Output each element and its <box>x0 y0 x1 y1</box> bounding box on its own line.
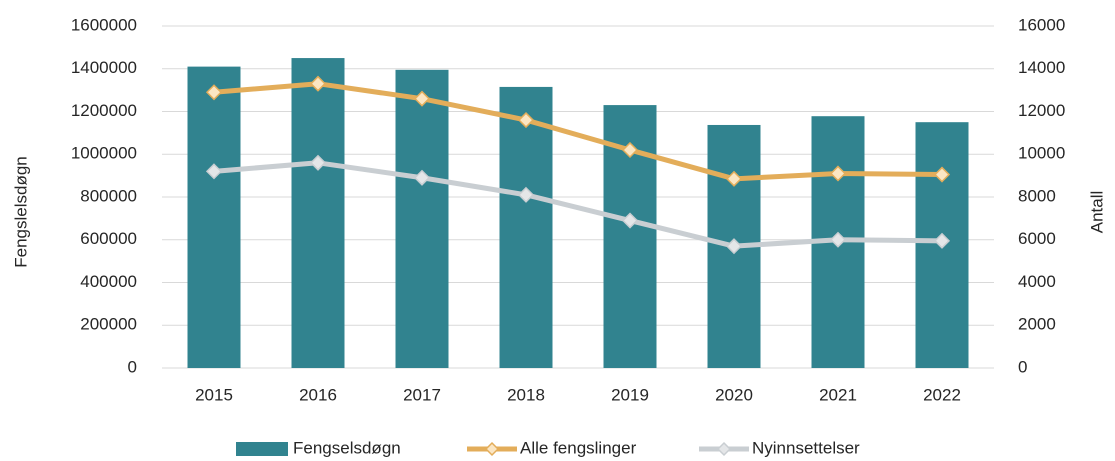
y-tick-label: 1000000 <box>71 144 137 163</box>
x-tick-label: 2019 <box>611 385 649 404</box>
x-tick-label: 2020 <box>715 385 753 404</box>
marker <box>309 154 327 171</box>
marker <box>829 165 847 182</box>
marker <box>517 111 535 129</box>
line <box>213 160 943 249</box>
marker <box>517 186 535 203</box>
y2-tick-label: 10000 <box>1018 144 1065 163</box>
y-tick-label: 400000 <box>80 272 137 291</box>
marker <box>725 238 743 255</box>
y2-tick-label: 2000 <box>1018 315 1056 334</box>
x-tick-label: 2018 <box>507 385 545 404</box>
bar <box>395 69 449 368</box>
marker <box>933 232 951 249</box>
marker <box>309 75 327 92</box>
y2-tick-label: 6000 <box>1018 229 1056 248</box>
marker <box>413 90 431 107</box>
y-tick-label: 1200000 <box>71 101 137 120</box>
x-tick-label: 2022 <box>923 385 961 404</box>
marker <box>621 141 639 159</box>
x-tick-label: 2017 <box>403 385 441 404</box>
bar <box>499 86 553 368</box>
y2-tick-label: 4000 <box>1018 272 1056 291</box>
x-tick-label: 2021 <box>819 385 857 404</box>
y-tick-label: 1400000 <box>71 58 137 77</box>
bar <box>291 58 345 368</box>
legend-swatch <box>236 442 288 456</box>
y2-tick-label: 16000 <box>1018 15 1065 34</box>
y-axis-title: Fengslelsdøgn <box>11 156 30 268</box>
bar <box>187 66 241 369</box>
y-tick-label: 800000 <box>80 186 137 205</box>
marker <box>933 166 951 183</box>
y2-tick-label: 14000 <box>1018 58 1065 77</box>
legend-marker <box>716 441 732 457</box>
legend-label: Nyinnsettelser <box>752 438 860 457</box>
y-tick-label: 1600000 <box>71 15 137 34</box>
y2-tick-label: 12000 <box>1018 101 1065 120</box>
y-tick-label: 0 <box>128 357 137 376</box>
marker <box>413 169 431 186</box>
line <box>213 81 943 182</box>
x-tick-label: 2016 <box>299 385 337 404</box>
marker <box>205 163 223 180</box>
y-tick-label: 200000 <box>80 315 137 334</box>
marker <box>205 84 223 101</box>
marker <box>829 231 847 248</box>
legend-label: Fengselsdøgn <box>293 438 401 457</box>
marker <box>621 212 639 229</box>
legend-marker <box>484 441 500 457</box>
marker <box>725 170 743 187</box>
y-tick-label: 600000 <box>80 229 137 248</box>
legend-label: Alle fengslinger <box>520 438 637 457</box>
y2-axis-title: Antall <box>1087 191 1106 234</box>
y2-tick-label: 0 <box>1018 357 1027 376</box>
y2-tick-label: 8000 <box>1018 186 1056 205</box>
x-tick-label: 2015 <box>195 385 233 404</box>
